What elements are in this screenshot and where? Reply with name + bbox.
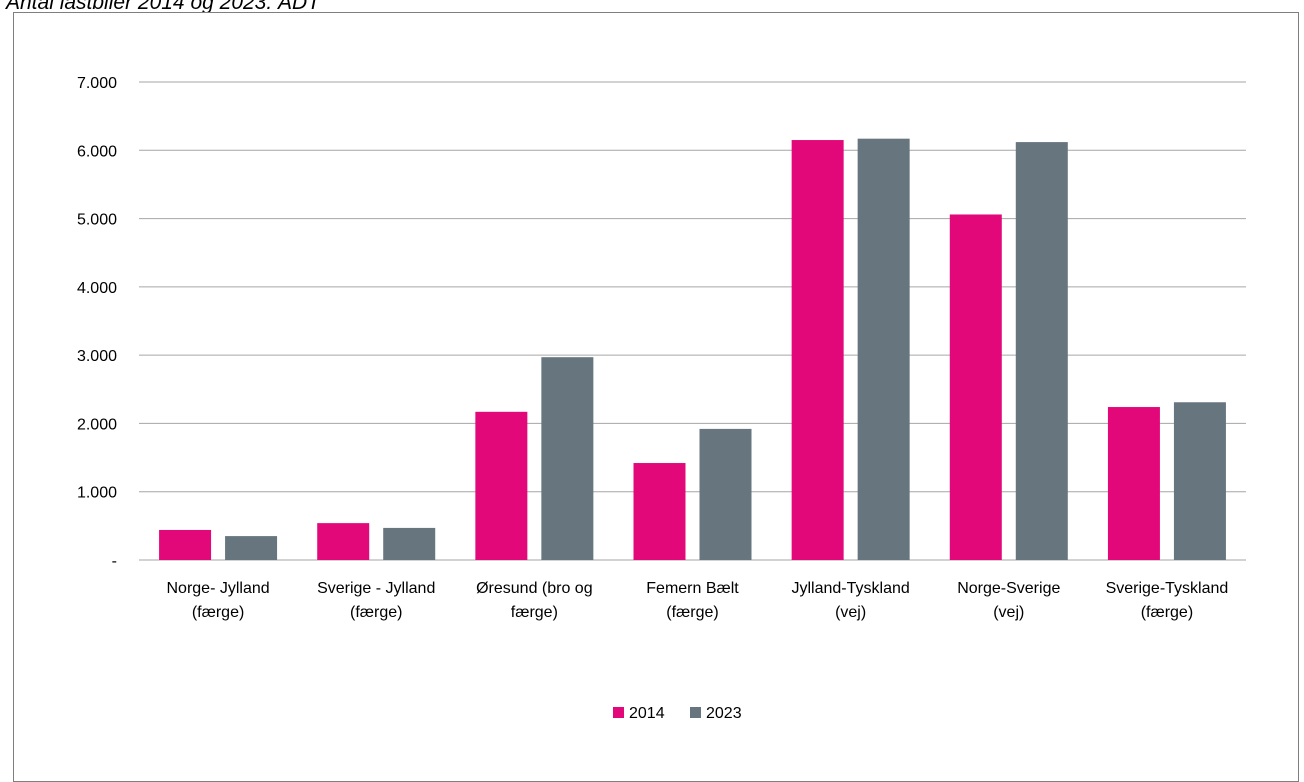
x-category-label: Femern Bælt [646,580,739,597]
y-tick-label: 4.000 [77,280,117,297]
bar-2014 [317,523,370,560]
x-category-label: (færge) [1141,604,1193,621]
x-category-label: (vej) [993,604,1024,621]
x-category-label: (færge) [192,604,244,621]
bar-2023 [699,428,752,560]
bar-2014 [791,140,844,561]
bar-2023 [225,536,278,560]
x-category-label: Sverige - Jylland [317,580,435,597]
y-tick-label: 2.000 [77,416,117,433]
x-category-label: Øresund (bro og [476,580,593,597]
x-category-label: Sverige-Tyskland [1106,580,1229,597]
legend-label: 2023 [706,705,742,722]
y-tick-label: 6.000 [77,143,117,160]
bar-2023 [541,357,594,560]
chart-title: Antal lastbiler 2014 og 2023. ÅDT [6,0,321,14]
bar-2023 [1173,402,1226,560]
y-tick-label: 3.000 [77,348,117,365]
bar-2023 [1015,142,1068,560]
bar-2014 [949,214,1002,560]
bar-2014 [475,411,528,560]
bar-2023 [383,527,436,560]
x-category-label: færge) [511,604,558,621]
x-category-label: Norge- Jylland [166,580,269,597]
legend-label: 2014 [629,705,665,722]
legend-swatch [690,707,701,718]
x-category-label: (vej) [835,604,866,621]
y-tick-label: - [112,553,117,570]
x-category-label: (færge) [350,604,402,621]
bar-2014 [1107,407,1160,560]
chart-frame [13,12,1299,782]
bar-2014 [159,529,212,560]
x-category-label: (færge) [666,604,718,621]
y-tick-label: 1.000 [77,485,117,502]
x-category-label: Norge-Sverige [957,580,1060,597]
y-tick-label: 5.000 [77,212,117,229]
legend-swatch [613,707,624,718]
bar-2014 [633,463,686,560]
y-tick-label: 7.000 [77,75,117,92]
x-category-label: Jylland-Tyskland [792,580,910,597]
bar-2023 [857,138,910,561]
